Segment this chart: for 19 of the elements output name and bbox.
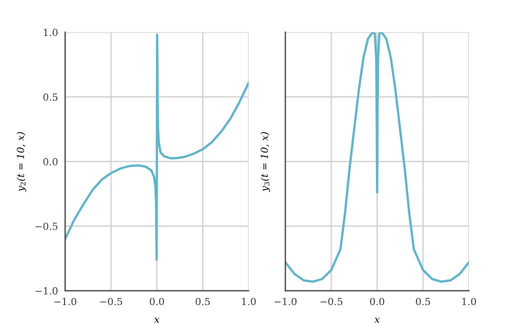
x-tick-label: −1.0 (54, 298, 76, 306)
x-axis-title: x (374, 318, 380, 323)
y-tick-label: 0.0 (43, 158, 58, 166)
x-tick-label: 1.0 (242, 298, 256, 306)
x-tick-label: 0.5 (196, 298, 210, 306)
x-tick-label: −0.5 (320, 298, 342, 306)
x-tick-label: 1.0 (462, 298, 476, 306)
y-tick-label: −0.5 (36, 222, 58, 230)
x-tick-label: 0.0 (150, 298, 164, 306)
y-tick-label: 0.5 (43, 93, 58, 101)
x-tick-label: 0.5 (416, 298, 430, 306)
x-tick-label: 0.0 (370, 298, 384, 306)
y-tick-label: 1.0 (44, 28, 58, 36)
x-axis-title: x (154, 318, 160, 323)
y-axis-title: y$_{3}$(t = 10, x) (260, 132, 270, 192)
y-tick-label: −1.0 (36, 287, 58, 295)
x-tick-label: −0.5 (100, 298, 122, 306)
y-axis-title: y$_{2}$(t = 10, x) (16, 132, 26, 192)
x-tick-label: −1.0 (274, 298, 297, 306)
